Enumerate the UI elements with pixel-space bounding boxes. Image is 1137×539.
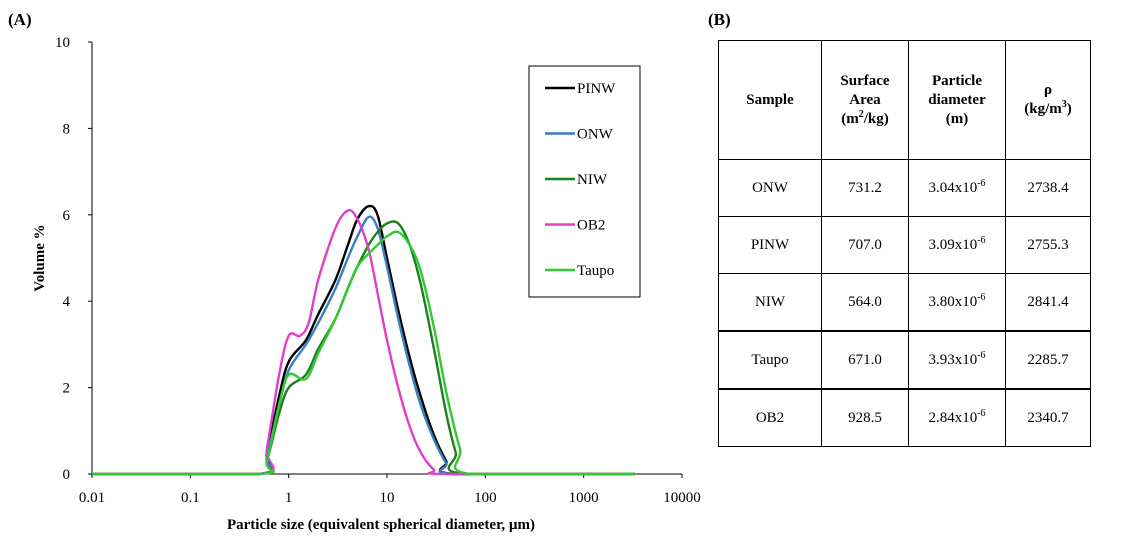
x-tick-label: 0.01 <box>79 490 105 506</box>
panel-b-label: (B) <box>708 10 731 29</box>
particle-size-chart: 0 2 4 6 8 10 0.01 0.1 1 10 100 1000 10000 Particle si… <box>32 35 701 533</box>
cell-density: 2738.4 <box>1005 159 1091 217</box>
legend-label-pinw: PINW <box>577 81 616 97</box>
header-particle-diameter: Particle diameter (m) <box>908 40 1006 160</box>
header-density: ρ (kg/m3) <box>1005 40 1091 160</box>
x-tick-label: 1000 <box>569 490 599 506</box>
properties-table-wrap: Sample Surface Area (m2/kg) Particle dia… <box>718 40 1091 447</box>
y-tick-label: 2 <box>63 381 71 397</box>
y-tick-label: 8 <box>63 121 71 137</box>
header-surface-area: Surface Area (m2/kg) <box>821 40 909 160</box>
cell-density: 2340.7 <box>1005 388 1091 447</box>
legend: PINW ONW NIW OB2 Taupo <box>528 65 641 298</box>
cell-diameter: 3.80x10-6 <box>908 273 1006 332</box>
legend-label-taupo: Taupo <box>577 263 614 279</box>
series-line-taupo <box>92 230 635 476</box>
cell-sample: OB2 <box>718 388 822 447</box>
x-tick-label: 0.1 <box>181 490 200 506</box>
cell-density: 2755.3 <box>1005 216 1091 274</box>
table-row: Taupo 671.0 3.93x10-6 2285.7 <box>718 330 1091 390</box>
cell-diameter: 2.84x10-6 <box>908 388 1006 447</box>
y-axis-title: Volume % <box>32 224 48 291</box>
cell-area: 928.5 <box>821 388 909 447</box>
y-tick-label: 0 <box>63 467 71 483</box>
y-tick-label: 10 <box>55 35 70 51</box>
x-tick-label: 10 <box>380 490 395 506</box>
x-tick-label: 100 <box>474 490 497 506</box>
cell-diameter: 3.93x10-6 <box>908 330 1006 390</box>
series-line-ob2 <box>92 208 635 476</box>
cell-area: 564.0 <box>821 273 909 332</box>
series-line-niw <box>92 220 635 476</box>
cell-sample: PINW <box>718 216 822 274</box>
properties-table: Sample Surface Area (m2/kg) Particle dia… <box>718 40 1091 447</box>
x-tick-label: 1 <box>285 490 293 506</box>
axes-layer: 0 2 4 6 8 10 0.01 0.1 1 10 100 1000 10000 Particle si… <box>32 35 701 533</box>
table-header-row: Sample Surface Area (m2/kg) Particle dia… <box>718 40 1091 160</box>
cell-diameter: 3.04x10-6 <box>908 159 1006 217</box>
y-tick-label: 6 <box>63 208 71 224</box>
x-tick-label: 10000 <box>663 490 701 506</box>
cell-area: 671.0 <box>821 330 909 390</box>
table-row: PINW 707.0 3.09x10-6 2755.3 <box>718 216 1091 274</box>
cell-area: 707.0 <box>821 216 909 274</box>
x-axis-title: Particle size (equivalent spherical diam… <box>227 517 535 533</box>
series-line-pinw <box>92 204 635 476</box>
cell-density: 2841.4 <box>1005 273 1091 332</box>
legend-label-niw: NIW <box>577 172 608 188</box>
cell-sample: NIW <box>718 273 822 332</box>
cell-area: 731.2 <box>821 159 909 217</box>
cell-density: 2285.7 <box>1005 330 1091 390</box>
cell-diameter: 3.09x10-6 <box>908 216 1006 274</box>
y-tick-label: 4 <box>63 294 71 310</box>
legend-label-ob2: OB2 <box>577 218 605 234</box>
table-row: NIW 564.0 3.80x10-6 2841.4 <box>718 273 1091 332</box>
series-layer <box>92 204 635 476</box>
cell-sample: ONW <box>718 159 822 217</box>
panel-a-label: (A) <box>8 10 32 29</box>
legend-label-onw: ONW <box>577 127 614 143</box>
cell-sample: Taupo <box>718 330 822 390</box>
table-row: OB2 928.5 2.84x10-6 2340.7 <box>718 388 1091 447</box>
legend-box <box>528 65 641 298</box>
header-sample: Sample <box>718 40 822 160</box>
table-row: ONW 731.2 3.04x10-6 2738.4 <box>718 159 1091 217</box>
